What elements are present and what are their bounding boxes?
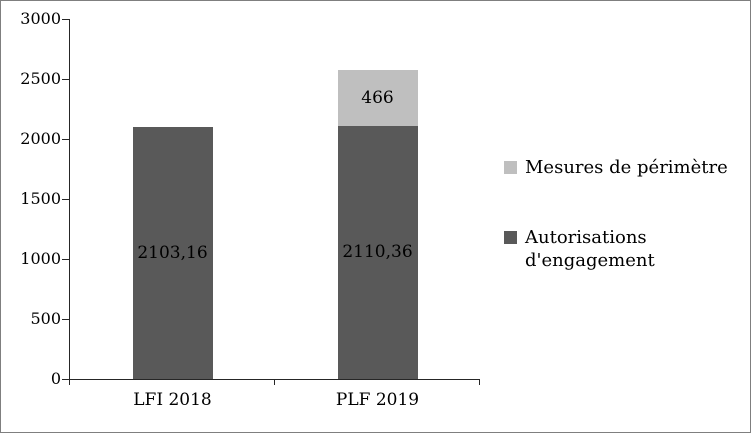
y-axis-tick-mark (62, 319, 70, 320)
y-axis-tick-mark (62, 379, 70, 380)
x-axis-category-label: PLF 2019 (335, 390, 420, 410)
y-axis-tick-label: 3000 (20, 9, 61, 28)
y-axis-tick-label: 0 (50, 369, 61, 388)
y-axis-tick-label: 1000 (20, 249, 61, 268)
x-axis-tick-mark (479, 380, 480, 385)
legend-item: Mesures de périmètre (504, 156, 739, 179)
legend-item: Autorisations d'engagement (504, 226, 739, 272)
y-axis-tick-label: 500 (30, 309, 61, 328)
y-axis-tick-label: 2000 (20, 129, 61, 148)
y-axis-tick-label: 1500 (20, 189, 61, 208)
bar-value-label: 466 (361, 87, 394, 108)
y-axis-tick-mark (62, 19, 70, 20)
x-axis-line (69, 379, 480, 380)
legend-swatch (504, 231, 517, 244)
y-axis-tick-mark (62, 199, 70, 200)
plot-area: 2103,16 2110,36 466 (70, 19, 480, 379)
chart-legend: Mesures de périmètre Autorisations d'enga… (504, 156, 739, 319)
legend-label: Mesures de périmètre (525, 157, 728, 178)
y-axis-tick-mark (62, 139, 70, 140)
y-axis-tick-mark (62, 79, 70, 80)
bar-value-label: 2103,16 (137, 242, 208, 263)
y-axis-tick-mark (62, 259, 70, 260)
bar-segment (337, 125, 418, 379)
x-axis-tick-mark (69, 380, 70, 385)
bar-value-label: 2110,36 (342, 242, 413, 263)
y-axis-tick-label: 2500 (20, 69, 61, 88)
x-axis-category-label: LFI 2018 (133, 390, 212, 410)
x-axis-tick-mark (274, 380, 275, 385)
bar-segment (337, 69, 418, 126)
legend-label: Autorisations d'engagement (525, 227, 655, 271)
legend-swatch (504, 161, 517, 174)
bar-segment (132, 126, 213, 379)
